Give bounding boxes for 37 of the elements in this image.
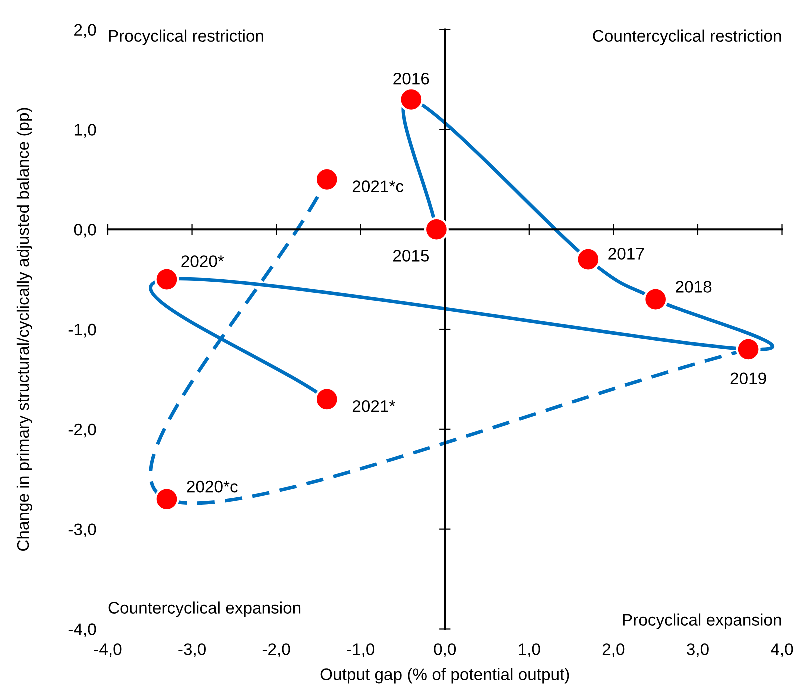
point xyxy=(424,217,449,242)
annotation: 2018 xyxy=(676,281,712,293)
y-tick-label: 2,0 xyxy=(74,24,96,38)
annotation: 2015 xyxy=(394,250,430,262)
annotation: 2021* xyxy=(352,400,396,412)
x-tick-label: 2,0 xyxy=(602,644,625,658)
annotation: 2021*c xyxy=(352,180,404,192)
annotation: Countercyclical expansion xyxy=(108,602,301,618)
annotation: 2016 xyxy=(394,72,430,85)
x-tick-label: 1,0 xyxy=(519,644,540,658)
y-tick-label: -3,0 xyxy=(68,524,96,538)
point xyxy=(576,247,601,272)
y-axis-title: Change in primary structural/cyclically adjusted balance (pp) xyxy=(16,108,32,551)
annotation: 2020* xyxy=(182,256,224,268)
y-tick-label: 1,0 xyxy=(74,124,96,138)
y-tick-label: 0,0 xyxy=(74,224,96,238)
annotation: 2019 xyxy=(730,372,766,385)
point xyxy=(154,267,180,292)
point xyxy=(314,387,340,412)
annotation: Procyclical expansion xyxy=(623,614,782,630)
x-tick-label: -1,0 xyxy=(347,644,375,658)
y-tick-label: -1,0 xyxy=(68,324,96,338)
x-tick-label: -3,0 xyxy=(178,644,206,658)
x-tick-label: -4,0 xyxy=(94,644,122,658)
y-tick-label: -4,0 xyxy=(68,624,96,638)
x-tick-label: -2,0 xyxy=(262,644,290,658)
point xyxy=(736,337,761,362)
y-tick-label: -2,0 xyxy=(68,424,96,438)
x-tick-label: 4,0 xyxy=(771,644,794,658)
x-axis-title: Output gap (% of potential output) xyxy=(320,668,570,684)
annotation: Countercyclical restriction xyxy=(593,30,782,46)
annotation: Procyclical restriction xyxy=(109,30,264,46)
point xyxy=(644,287,668,312)
x-tick-label: 0,0 xyxy=(434,644,456,658)
x-tick-label: 3,0 xyxy=(687,644,709,658)
annotation: 2017 xyxy=(608,248,644,260)
annotation: 2020*c xyxy=(187,480,238,493)
